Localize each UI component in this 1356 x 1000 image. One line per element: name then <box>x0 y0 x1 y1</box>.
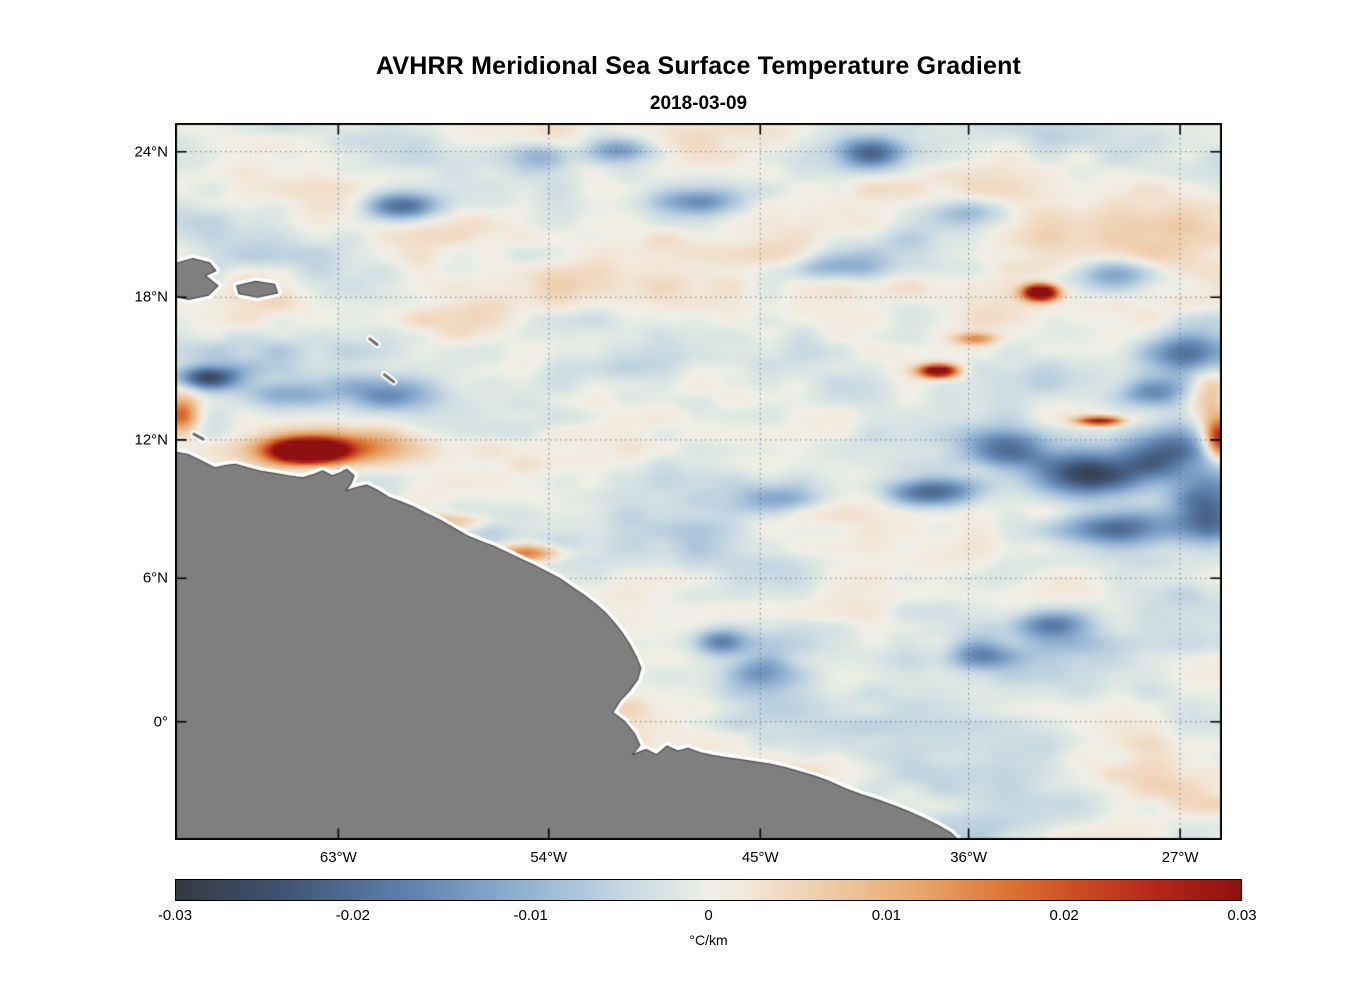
y-axis-tick-label: 24°N <box>134 143 168 161</box>
x-axis-tick-label: 54°W <box>530 849 568 866</box>
map-plot-area <box>175 123 1222 840</box>
colorbar-tick-label: -0.01 <box>513 907 548 924</box>
chart-date-subtitle: 2018-03-09 <box>649 93 748 114</box>
y-axis-tick-label: 0° <box>153 713 168 731</box>
chart-title: AVHRR Meridional Sea Surface Temperature… <box>375 52 1022 80</box>
y-axis-tick-label: 18°N <box>134 288 168 306</box>
x-axis-tick-label: 36°W <box>950 849 988 866</box>
colorbar-tick-label: -0.03 <box>157 907 193 924</box>
colorbar-gradient <box>175 879 1242 901</box>
x-axis-tick-label: 27°W <box>1161 849 1199 866</box>
colorbar-units-label: °C/km <box>689 932 728 948</box>
x-axis-tick-label: 63°W <box>319 849 357 866</box>
sst-gradient-map-canvas <box>175 123 1222 840</box>
y-axis-tick-label: 12°N <box>134 431 168 449</box>
x-axis-tick-label: 45°W <box>741 849 779 866</box>
colorbar-tick-label: 0 <box>704 907 713 924</box>
colorbar-tick-label: 0.03 <box>1227 907 1257 924</box>
colorbar-tick-label: 0.02 <box>1049 907 1079 924</box>
colorbar-tick-label: 0.01 <box>871 907 901 924</box>
colorbar-tick-label: -0.02 <box>335 907 370 924</box>
y-axis-tick-label: 6°N <box>142 569 168 587</box>
